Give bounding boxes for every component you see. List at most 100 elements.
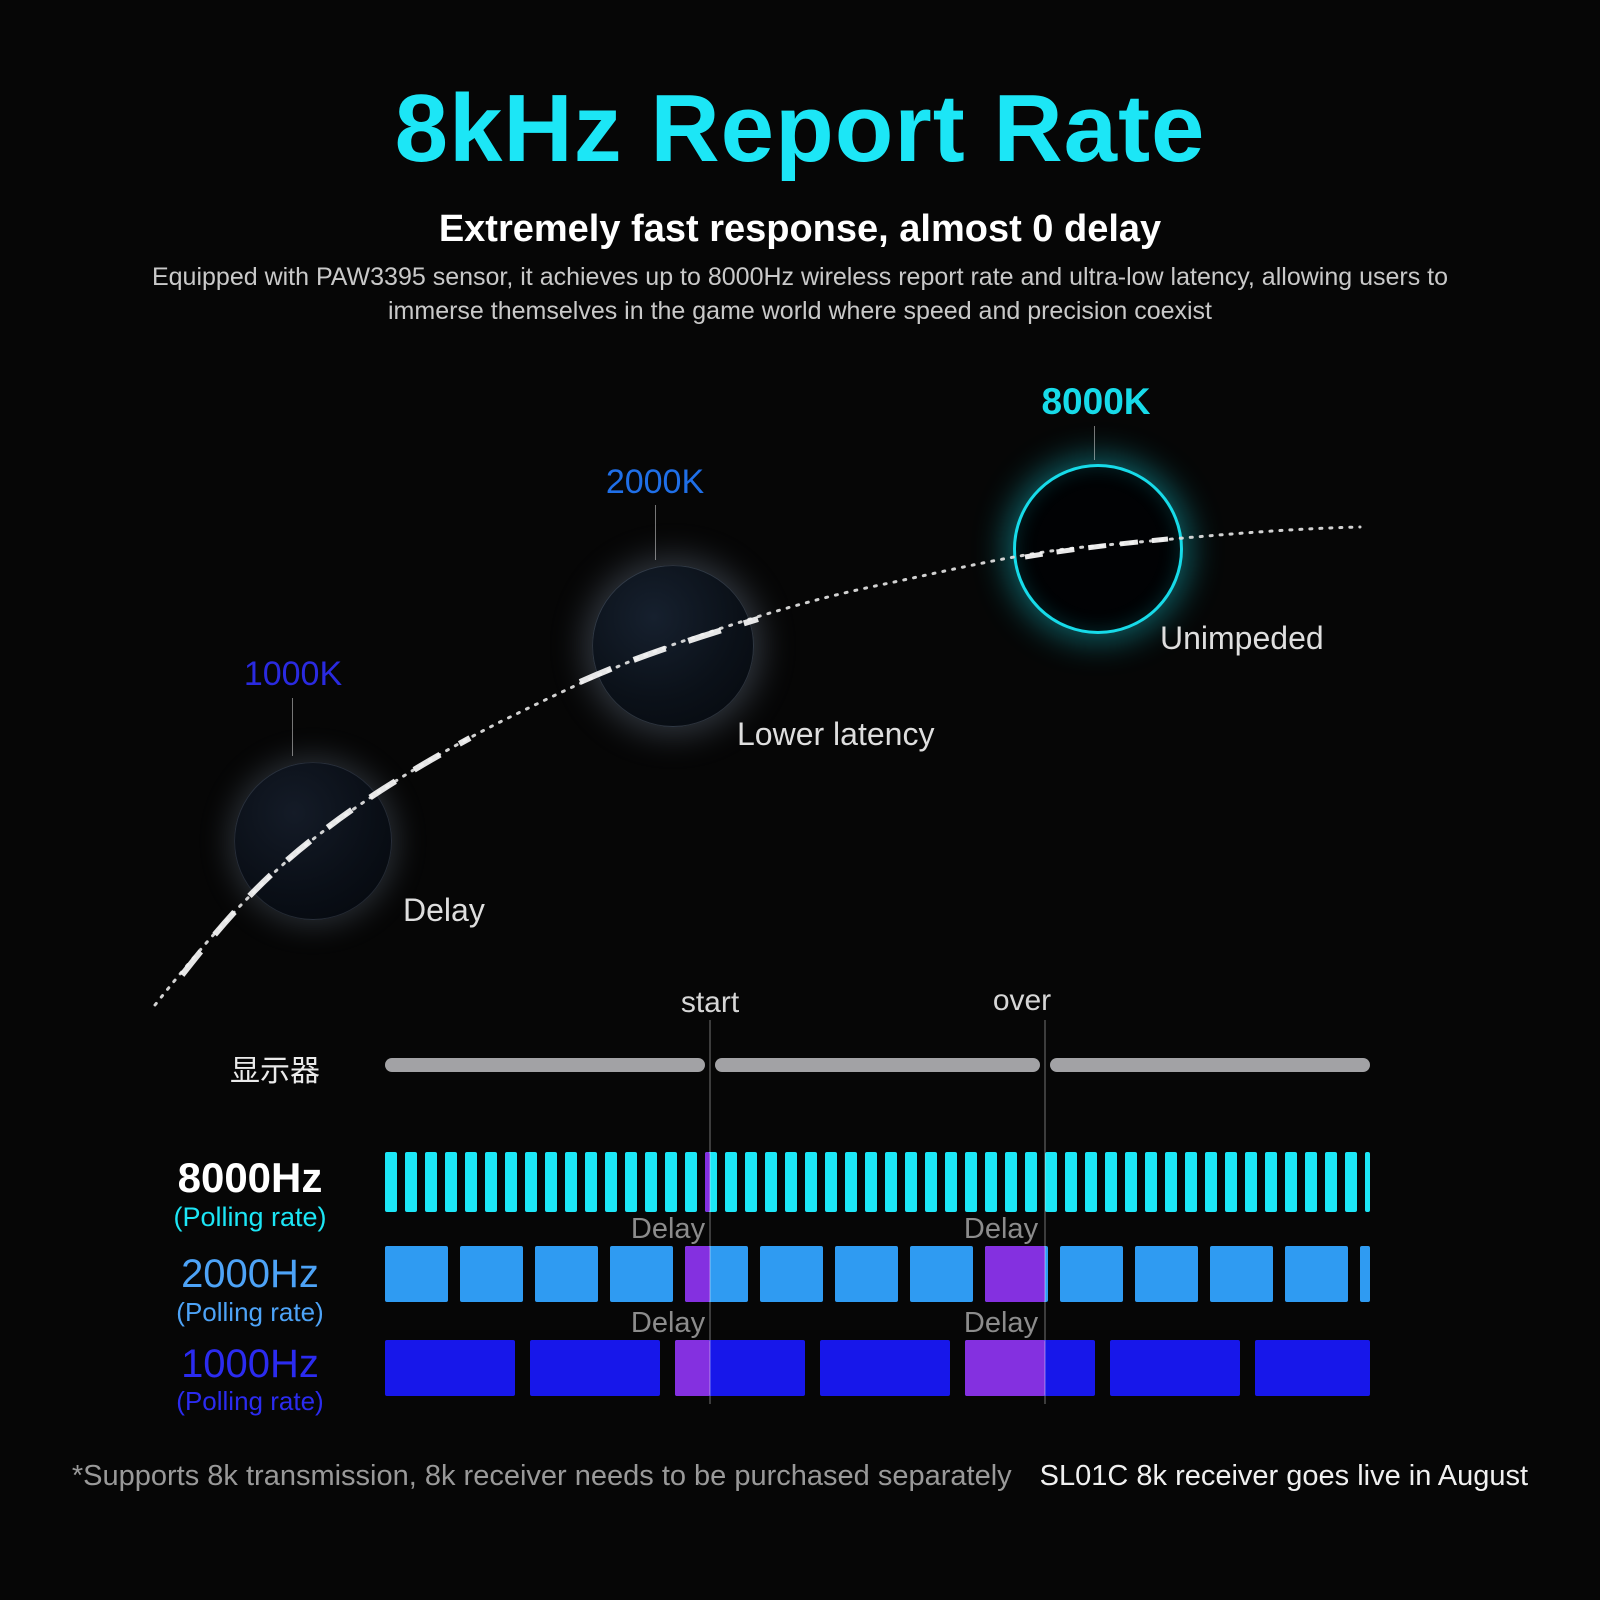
polling-bar-8000hz — [1325, 1152, 1337, 1212]
polling-bar-2000hz — [1210, 1246, 1273, 1302]
caption-lower-latency: Lower latency — [737, 716, 935, 752]
polling-bar-8000hz — [1105, 1152, 1117, 1212]
polling-bar-8000hz — [565, 1152, 577, 1212]
polling-bar-8000hz — [545, 1152, 557, 1212]
polling-bar-8000hz — [765, 1152, 777, 1212]
polling-bar-8000hz — [1185, 1152, 1197, 1212]
polling-bar-8000hz — [965, 1152, 977, 1212]
node-label-1000k: 1000K — [243, 655, 343, 693]
row-sublabel-8000hz: (Polling rate) — [173, 1202, 327, 1232]
delay-label-start-2000: Delay — [630, 1307, 706, 1339]
polling-bar-8000hz — [825, 1152, 837, 1212]
polling-bar-8000hz — [1225, 1152, 1237, 1212]
polling-bar-8000hz — [465, 1152, 477, 1212]
polling-bar-8000hz — [945, 1152, 957, 1212]
polling-bar-8000hz — [1345, 1152, 1357, 1212]
polling-bar-8000hz — [1245, 1152, 1257, 1212]
polling-bar-8000hz — [885, 1152, 897, 1212]
polling-bar-2000hz — [535, 1246, 598, 1302]
polling-bar-8000hz — [925, 1152, 937, 1212]
description-line-1: Equipped with PAW3395 sensor, it achieve… — [151, 263, 1449, 291]
polling-bar-8000hz — [1265, 1152, 1277, 1212]
page-subtitle: Extremely fast response, almost 0 delay — [438, 208, 1162, 250]
delay-overlay — [685, 1246, 710, 1302]
polling-bar-8000hz — [505, 1152, 517, 1212]
polling-bar-8000hz — [485, 1152, 497, 1212]
monitor-timeline-segment — [715, 1058, 1040, 1072]
polling-bar-8000hz — [1305, 1152, 1317, 1212]
polling-bar-2000hz — [1285, 1246, 1348, 1302]
polling-bar-2000hz — [835, 1246, 898, 1302]
polling-bar-8000hz — [1165, 1152, 1177, 1212]
polling-bar-8000hz — [1085, 1152, 1097, 1212]
polling-bar-1000hz — [1255, 1340, 1370, 1396]
node-label-2000k: 2000K — [605, 463, 705, 501]
polling-bar-2000hz — [385, 1246, 448, 1302]
delay-label-over-8000: Delay — [963, 1213, 1039, 1245]
polling-bar-1000hz — [1110, 1340, 1240, 1396]
polling-bar-2000hz — [1360, 1246, 1370, 1302]
polling-bar-8000hz — [1125, 1152, 1137, 1212]
polling-bar-8000hz — [1025, 1152, 1037, 1212]
polling-bar-2000hz — [1135, 1246, 1198, 1302]
polling-bar-1000hz — [530, 1340, 660, 1396]
monitor-timeline-segment — [385, 1058, 705, 1072]
monitor-timeline-segment — [1050, 1058, 1370, 1072]
polling-bar-8000hz — [425, 1152, 437, 1212]
row-label-2000hz: 2000Hz — [181, 1252, 319, 1296]
polling-bar-8000hz — [725, 1152, 737, 1212]
polling-bar-8000hz — [1045, 1152, 1057, 1212]
polling-bar-8000hz — [605, 1152, 617, 1212]
polling-bar-8000hz — [405, 1152, 417, 1212]
polling-bar-8000hz — [1205, 1152, 1217, 1212]
footer-note: *Supports 8k transmission, 8k receiver n… — [71, 1460, 1012, 1492]
delay-overlay — [985, 1246, 1045, 1302]
polling-bar-8000hz — [805, 1152, 817, 1212]
row-label-8000hz: 8000Hz — [177, 1154, 323, 1201]
polling-bar-8000hz — [445, 1152, 457, 1212]
polling-bar-2000hz — [610, 1246, 673, 1302]
polling-bar-8000hz — [985, 1152, 997, 1212]
connector-line-8000k — [1094, 426, 1095, 460]
polling-bar-8000hz — [685, 1152, 697, 1212]
delay-overlay — [705, 1152, 710, 1212]
polling-bar-8000hz — [1005, 1152, 1017, 1212]
delay-label-over-2000: Delay — [963, 1307, 1039, 1339]
polling-bar-8000hz — [845, 1152, 857, 1212]
event-marker-line — [709, 1020, 711, 1404]
polling-bar-1000hz — [385, 1340, 515, 1396]
polling-bar-8000hz — [525, 1152, 537, 1212]
polling-bar-8000hz — [905, 1152, 917, 1212]
polling-bar-8000hz — [665, 1152, 677, 1212]
polling-bar-8000hz — [585, 1152, 597, 1212]
polling-bar-8000hz — [625, 1152, 637, 1212]
caption-unimpeded: Unimpeded — [1160, 620, 1324, 656]
monitor-row-label: 显示器 — [230, 1055, 320, 1088]
polling-bar-8000hz — [1145, 1152, 1157, 1212]
marker-label-start: start — [680, 986, 740, 1019]
polling-bar-2000hz — [460, 1246, 523, 1302]
row-sublabel-2000hz: (Polling rate) — [176, 1297, 324, 1327]
marker-label-over: over — [992, 984, 1052, 1017]
caption-delay: Delay — [403, 892, 485, 928]
page-title: 8kHz Report Rate — [394, 75, 1206, 182]
footer: *Supports 8k transmission, 8k receiver n… — [0, 1460, 1600, 1493]
delay-overlay — [965, 1340, 1045, 1396]
polling-bar-8000hz — [785, 1152, 797, 1212]
polling-bar-8000hz — [1365, 1152, 1370, 1212]
description-line-2: immerse themselves in the game world whe… — [388, 297, 1212, 325]
row-sublabel-1000hz: (Polling rate) — [176, 1386, 324, 1416]
polling-bar-8000hz — [645, 1152, 657, 1212]
delay-label-start-8000: Delay — [630, 1213, 706, 1245]
polling-bar-8000hz — [1065, 1152, 1077, 1212]
polling-bar-2000hz — [1060, 1246, 1123, 1302]
connector-line-1000k — [292, 698, 293, 756]
connector-line-2000k — [655, 505, 656, 560]
row-label-1000hz: 1000Hz — [181, 1342, 319, 1386]
polling-bar-8000hz — [385, 1152, 397, 1212]
footer-release-info: SL01C 8k receiver goes live in August — [1039, 1460, 1529, 1492]
polling-bar-8000hz — [745, 1152, 757, 1212]
polling-bar-8000hz — [1285, 1152, 1297, 1212]
